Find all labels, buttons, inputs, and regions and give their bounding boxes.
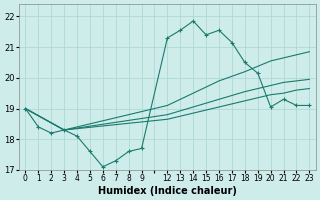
X-axis label: Humidex (Indice chaleur): Humidex (Indice chaleur): [98, 186, 237, 196]
